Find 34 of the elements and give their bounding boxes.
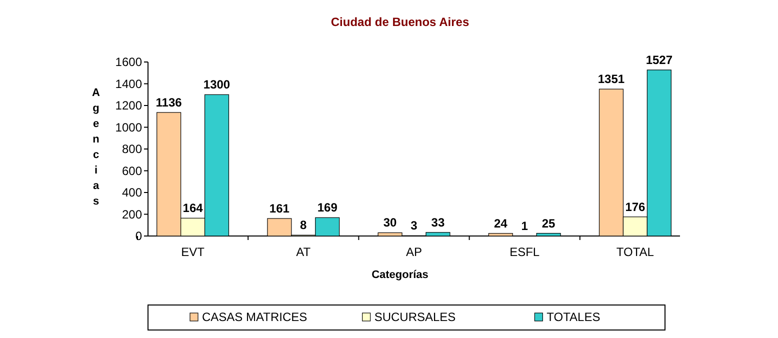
- y-tick-label: 1000: [115, 120, 142, 134]
- x-tick-label: ESFL: [510, 245, 540, 259]
- y-tick-label: 400: [122, 186, 142, 200]
- data-label: 8: [300, 218, 308, 232]
- data-label: 24: [494, 216, 508, 230]
- y-tick-label: 1600: [115, 55, 142, 69]
- legend-label: SUCURSALES: [374, 310, 456, 324]
- legend-label: TOTALES: [546, 310, 600, 324]
- data-label: 1: [521, 218, 528, 233]
- y-tick-label: 1400: [115, 76, 142, 91]
- data-label: 33: [431, 215, 445, 230]
- x-tick-label: EVT: [181, 245, 206, 259]
- data-label: 1527: [646, 52, 673, 67]
- x-tick-label: TOTAL: [616, 245, 654, 259]
- y-tick-label: 800: [122, 142, 142, 156]
- data-label: 3: [410, 218, 418, 233]
- data-label: 1300: [203, 78, 230, 92]
- chart-title: Ciudad de Buenos Aires: [330, 15, 470, 29]
- y-tick-label: 600: [122, 164, 142, 178]
- y-axis-title: Agencias: [92, 87, 100, 208]
- x-tick-label: AP: [406, 245, 422, 259]
- data-label: 30: [383, 216, 398, 230]
- data-label: 164: [182, 201, 204, 216]
- data-label: 1351: [598, 72, 625, 86]
- y-tick-label: 1200: [115, 98, 142, 112]
- data-label: 25: [542, 216, 556, 230]
- x-axis-title: Categorías: [372, 269, 428, 281]
- data-label: 1136: [156, 95, 182, 110]
- data-label: 161: [269, 201, 290, 216]
- data-label: 176: [625, 200, 646, 214]
- data-label: 169: [317, 200, 338, 215]
- x-tick-label: AT: [296, 245, 312, 259]
- legend-label: CASAS MATRICES: [202, 310, 308, 324]
- y-tick-label: 200: [122, 207, 142, 222]
